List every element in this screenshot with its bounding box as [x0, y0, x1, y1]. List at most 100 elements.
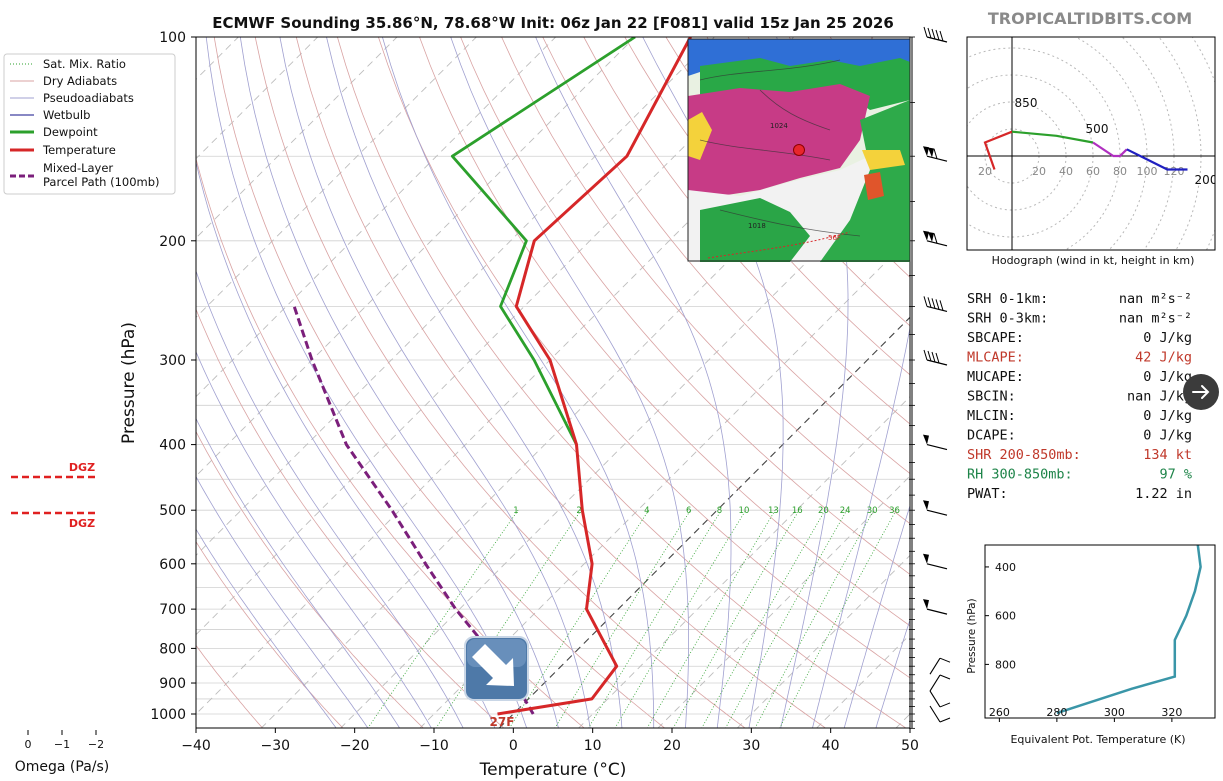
dgz-label-top: DGZ: [69, 461, 95, 474]
mixing-ratio-line: [725, 510, 848, 728]
y-tick-label: 200: [159, 234, 186, 250]
index-label: SBCAPE:: [967, 330, 1024, 346]
te-y-tick-label: 600: [995, 610, 1016, 623]
barb-feather: [939, 674, 951, 680]
next-image-button[interactable]: [1183, 374, 1219, 410]
barb-feather: [923, 26, 928, 38]
index-value: 134 kt: [1143, 447, 1192, 463]
barb-staff: [926, 359, 948, 366]
map-isobar-1024: 1024: [770, 122, 788, 130]
hodo-level-label: 200: [1195, 173, 1218, 187]
skewt-xlabel: Temperature (°C): [479, 760, 627, 780]
barb-staff: [926, 36, 948, 43]
y-tick-label: 1000: [150, 707, 186, 723]
wind-barb: [923, 553, 948, 570]
pseudoadiabat-line: [642, 37, 784, 728]
hodograph: 20 20 40 60 80 100 120 850 500 200 Hodograph (win…: [966, 36, 1218, 267]
dry-adiabat-line: [196, 157, 585, 728]
mixing-ratio-label: 13: [768, 506, 779, 516]
barb-staff: [929, 657, 941, 675]
barb-staff: [929, 690, 941, 708]
map-inset: 1024 1018 56F: [687, 38, 911, 262]
watermark: TROPICALTIDBITS.COM: [988, 9, 1192, 28]
barb-staff: [926, 608, 948, 615]
hodo-ring-label: 60: [1086, 165, 1100, 178]
mixing-ratio-label: 6: [686, 506, 691, 516]
temperature-line: [497, 37, 692, 716]
omega-axis: 0 −1 −2 Omega (Pa/s): [15, 730, 110, 775]
hodo-level-label: 850: [1015, 96, 1038, 110]
dry-adiabat-line: [460, 37, 910, 575]
chart-title: ECMWF Sounding 35.86°N, 78.68°W Init: 06…: [212, 14, 894, 32]
omega-label: Omega (Pa/s): [15, 759, 110, 775]
dry-adiabat-line: [665, 37, 910, 327]
barb-feather: [931, 351, 936, 363]
barb-flag: [923, 146, 929, 157]
wind-barb: [923, 500, 948, 516]
mixing-ratio-label: 20: [818, 506, 829, 516]
y-tick-label: 400: [159, 438, 186, 454]
mixing-ratio-label: 8: [717, 506, 722, 516]
mixing-ratio-label: 2: [576, 506, 581, 516]
x-tick-label: −20: [340, 738, 370, 754]
te-x-tick-label: 280: [1046, 706, 1067, 719]
mixing-ratio-line: [587, 509, 722, 728]
mixing-ratio-label: 16: [792, 506, 803, 516]
hodo-ring-label: 120: [1164, 165, 1185, 178]
isotherm-line: [419, 237, 910, 728]
map-isobar-1018: 1018: [748, 222, 766, 230]
pseudoadiabat-line: [326, 37, 623, 728]
index-label: RH 300-850mb:: [967, 467, 1073, 483]
index-label: MLCAPE:: [967, 350, 1024, 366]
navigate-arrow-icon[interactable]: [464, 636, 529, 701]
barb-staff: [929, 705, 941, 723]
mixing-ratio-line: [646, 509, 776, 728]
x-tick-label: −10: [419, 738, 449, 754]
x-tick-label: 50: [901, 738, 919, 754]
legend-item-parcel-2: Parcel Path (100mb): [43, 175, 160, 189]
dry-adiabat-line: [542, 37, 910, 475]
isotherm-line: [260, 78, 910, 728]
index-value: nan m²s⁻²: [1119, 311, 1192, 327]
mixing-ratio-label: 24: [840, 506, 851, 516]
barb-staff: [926, 563, 948, 570]
y-tick-label: 300: [159, 353, 186, 369]
omega-tick-1: −1: [54, 738, 70, 751]
skewt-plot-frame: [195, 36, 911, 729]
mixing-ratio-line: [754, 510, 875, 728]
indices-table: SRH 0-1km: nan m²s⁻² SRH 0-3km: nan m²s⁻² SB…: [967, 291, 1192, 502]
barb-feather: [935, 29, 940, 41]
barb-feather: [931, 298, 936, 309]
hodo-segment-mid: [1011, 130, 1094, 144]
x-tick-label: 40: [822, 738, 840, 754]
skewt-axes: −40 −30 −20 −10 0 10 20 30 40 50 100 200 300 400 500 60…: [150, 30, 919, 754]
dry-adiabat-line: [196, 644, 264, 728]
isotherm-line: [340, 158, 910, 728]
hodo-level-label: 500: [1086, 122, 1109, 136]
index-value: 0 J/kg: [1143, 408, 1192, 424]
x-tick-label: 20: [663, 738, 681, 754]
hodo-segment-low: [983, 130, 1013, 170]
barb-feather: [939, 657, 951, 663]
pseudoadiabat-line: [279, 37, 591, 728]
dgz-label-bottom: DGZ: [69, 517, 95, 530]
mixing-ratio-line: [508, 509, 650, 728]
index-label: MLCIN:: [967, 408, 1016, 424]
pseudoadiabat-line: [812, 325, 910, 728]
te-x-tick-label: 260: [989, 706, 1010, 719]
mixing-ratio-label: 4: [644, 506, 649, 516]
map-isotherm-56: 56F: [828, 234, 841, 242]
y-tick-label: 700: [159, 602, 186, 618]
barb-feather: [931, 28, 936, 40]
skewt-ylabel: Pressure (hPa): [119, 322, 139, 444]
barb-flag: [928, 232, 934, 243]
index-value: nan J/kg: [1127, 389, 1192, 405]
index-label: SBCIN:: [967, 389, 1016, 405]
pseudoadiabat-line: [535, 37, 732, 728]
y-tick-label: 500: [159, 503, 186, 519]
barb-flag: [928, 147, 934, 158]
dry-adiabat-line: [196, 430, 424, 728]
pseudoadiabat-line: [875, 618, 910, 728]
isotherm-line: [578, 396, 910, 728]
